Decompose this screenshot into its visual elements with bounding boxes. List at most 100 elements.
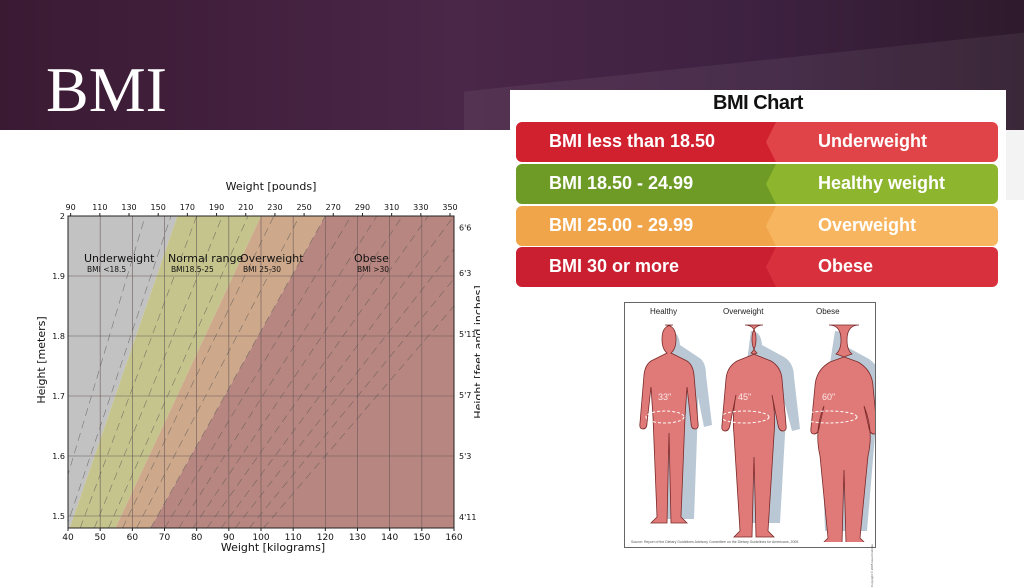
y-tick-label: 1.7 [52, 392, 65, 401]
figure-copyright-note: Copyright © 2005 Heart Institute [870, 544, 874, 587]
top-tick-label: 130 [121, 203, 136, 212]
figure-label-overweight: Overweight [723, 307, 764, 316]
bmi-row-category: Underweight [818, 131, 928, 151]
bmi-row-underweight: BMI less than 18.50 Underweight [516, 122, 998, 162]
top-tick-label: 170 [180, 203, 195, 212]
overweight-body-icon [721, 324, 787, 538]
right-tick-label: 5'7 [459, 391, 471, 400]
bmi-row-range-cell: BMI 30 or more [516, 247, 776, 287]
x-tick-label: 140 [381, 533, 398, 543]
x-tick-label: 90 [223, 533, 235, 543]
y-tick-label: 1.6 [52, 452, 65, 461]
bmi-isoline [94, 216, 223, 528]
x-tick-label: 50 [94, 533, 106, 543]
y-tick-label: 1.8 [52, 332, 65, 341]
y-tick-label: 2 [60, 212, 65, 221]
graph-ticks: 40 50 60 70 80 90 100 110 120 130 140 150 160 1.5 1.6 1… [52, 203, 476, 543]
bmi-isoline [164, 216, 352, 528]
obese-waist-marker [800, 410, 858, 424]
bmi-chart-title: BMI Chart [713, 92, 803, 114]
top-tick-label: 210 [238, 203, 253, 212]
right-axis-title: Height [feet and inches] [472, 285, 480, 418]
right-tick-label: 6'3 [459, 269, 471, 278]
bmi-isoline [235, 248, 454, 528]
figure-label-healthy: Healthy [650, 307, 678, 316]
healthy-waist-label: 33" [658, 392, 672, 402]
bmi-row-category-cell: Obese [766, 247, 998, 287]
zone-label-range: BMI 25-30 [243, 265, 281, 274]
top-tick-label: 330 [413, 203, 428, 212]
top-tick-label: 90 [66, 203, 76, 212]
obese-body-icon [810, 324, 875, 542]
bmi-isoline [79, 216, 197, 528]
graph-grid [68, 216, 454, 528]
right-tick-label: 5'11 [459, 330, 476, 339]
zone-underweight [68, 216, 178, 528]
bmi-row-category-cell: Healthy weight [766, 164, 998, 204]
bmi-isoline [68, 216, 146, 476]
right-tick-label: 4'11 [459, 513, 476, 522]
bmi-isoline [263, 305, 454, 528]
healthy-waist-marker [645, 410, 685, 424]
x-tick-label: 40 [62, 533, 74, 543]
top-tick-label: 250 [296, 203, 311, 212]
x-tick-label: 110 [285, 533, 302, 543]
zone-label-name: Underweight [84, 252, 155, 265]
bmi-row-healthy: BMI 18.50 - 24.99 Healthy weight [516, 164, 998, 204]
top-axis-title: Weight [pounds] [226, 180, 317, 193]
header-edge-decoration [1006, 130, 1024, 200]
bmi-graph: 40 50 60 70 80 90 100 110 120 130 140 150 160 1.5 1.6 1… [35, 180, 480, 554]
x-tick-label: 160 [445, 533, 462, 543]
x-tick-label: 70 [159, 533, 171, 543]
zone-obese [150, 216, 454, 528]
right-tick-label: 6'6 [459, 223, 471, 232]
slide-title: BMI [46, 54, 167, 125]
overweight-waist-marker [720, 410, 770, 424]
top-tick-label: 310 [384, 203, 399, 212]
bmi-row-range-cell: BMI less than 18.50 [516, 122, 776, 162]
bmi-isoline [249, 278, 454, 528]
bmi-row-range: BMI less than 18.50 [549, 131, 716, 151]
bmi-row-range-cell: BMI 25.00 - 29.99 [516, 206, 776, 246]
x-tick-label: 120 [317, 533, 334, 543]
bmi-row-range: BMI 25.00 - 29.99 [549, 215, 694, 235]
x-tick-label: 100 [252, 533, 269, 543]
x-axis-title: Weight [kilograms] [221, 541, 325, 554]
zone-label-name: Normal range [168, 252, 244, 265]
bmi-row-overweight: BMI 25.00 - 29.99 Overweight [516, 206, 998, 246]
x-tick-label: 130 [349, 533, 366, 543]
top-tick-label: 150 [151, 203, 166, 212]
bmi-row-category-cell: Underweight [766, 122, 998, 162]
bmi-row-obese: BMI 30 or more Obese [516, 247, 998, 287]
x-tick-label: 60 [127, 533, 139, 543]
y-tick-label: 1.5 [52, 512, 65, 521]
bmi-isoline [108, 216, 249, 528]
top-tick-label: 110 [92, 203, 107, 212]
zone-label-name: Overweight [240, 252, 304, 265]
bmi-row-range-cell: BMI 18.50 - 24.99 [516, 164, 776, 204]
zone-overweight [115, 216, 326, 528]
zone-normal-range [69, 216, 261, 528]
bmi-row-range: BMI 18.50 - 24.99 [549, 173, 694, 193]
x-tick-label: 80 [191, 533, 203, 543]
bmi-zones [68, 216, 454, 528]
x-tick-label: 150 [413, 533, 430, 543]
zone-label-name: Obese [354, 252, 389, 265]
bmi-isoline [68, 216, 172, 524]
y-axis-title: Height [meters] [35, 316, 48, 403]
zone-label-range: BMI >30 [357, 265, 389, 274]
healthy-body-icon [639, 324, 699, 524]
bmi-isoline [178, 216, 378, 528]
figure-source-note: Source: Report of the Dietary Guidelines… [631, 540, 799, 544]
figure-label-obese: Obese [816, 307, 840, 316]
top-tick-label: 290 [355, 203, 370, 212]
bmi-row-category-cell: Overweight [766, 206, 998, 246]
top-tick-label: 350 [442, 203, 457, 212]
bmi-isolines [68, 216, 454, 528]
bmi-row-category: Obese [818, 256, 874, 276]
top-tick-label: 230 [267, 203, 282, 212]
top-tick-label: 270 [326, 203, 341, 212]
y-tick-label: 1.9 [52, 272, 65, 281]
overweight-waist-label: 45" [738, 392, 752, 402]
